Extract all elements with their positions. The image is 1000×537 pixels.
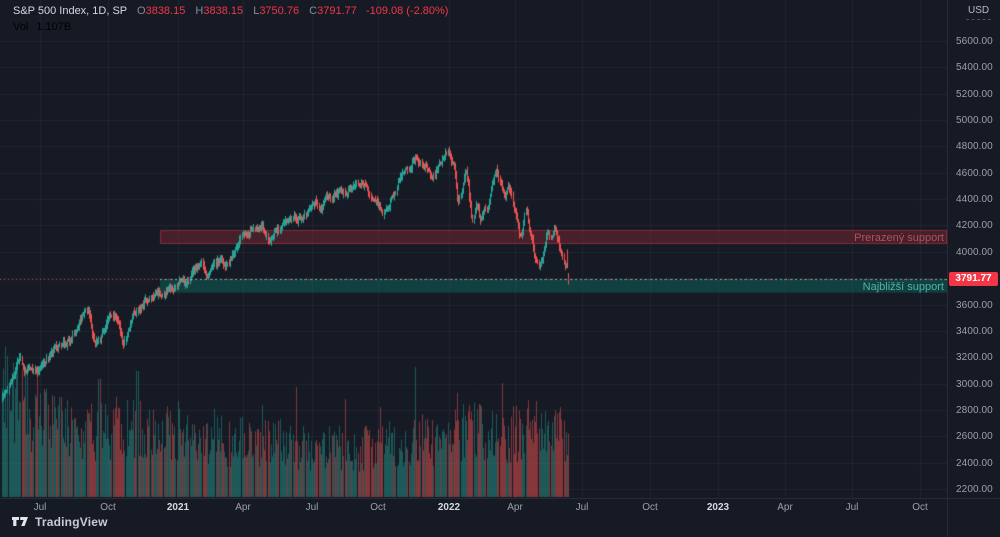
price-axis-label: 5200.00 <box>956 88 993 100</box>
price-axis-label: 4000.00 <box>956 246 993 258</box>
open-label: O <box>137 5 146 17</box>
time-axis-label: Apr <box>507 502 523 513</box>
time-axis-label: Jul <box>845 502 859 513</box>
zone-label-nearest-support[interactable]: Najbližší support <box>862 281 944 294</box>
price-axis-label: 2600.00 <box>956 431 993 443</box>
price-axis-label: 4400.00 <box>956 194 993 206</box>
close-label: C <box>309 5 318 17</box>
volume-legend[interactable]: Vol 1.107B <box>13 21 71 33</box>
zone-label-broken-support[interactable]: Prerazený support <box>854 232 944 244</box>
price-axis-label: 5600.00 <box>956 36 993 47</box>
volume-value: 1.107B <box>36 21 72 33</box>
symbol-legend[interactable]: S&P 500 Index, 1D, SP O3838.15 H3838.15 … <box>13 5 448 17</box>
time-axis-label: Oct <box>642 502 658 513</box>
time-axis-label: 2021 <box>166 502 190 513</box>
time-axis-label: Jul <box>575 502 589 513</box>
time-axis-label: Oct <box>912 502 928 513</box>
time-axis-label: Apr <box>777 502 793 513</box>
tradingview-logo-icon <box>12 517 28 526</box>
price-axis-label: 2200.00 <box>956 484 993 495</box>
time-axis-label: Oct <box>370 502 386 513</box>
price-axis[interactable]: USD 3791.77 5600.00 5400.00 5200.00 5000.00… <box>948 0 1000 498</box>
time-axis-separator <box>0 498 1000 499</box>
tradingview-logo-text: TradingView <box>35 514 108 529</box>
high-value: 3838.15 <box>203 5 244 17</box>
time-axis-label: Apr <box>235 502 251 513</box>
high-label: H <box>195 5 204 17</box>
price-axis-separator <box>947 0 948 537</box>
price-axis-label: 3200.00 <box>956 352 993 364</box>
change-value: -109.08 (-2.80%) <box>365 5 449 17</box>
time-axis-label: 2022 <box>437 502 461 513</box>
tradingview-logo[interactable]: TradingView <box>12 514 108 529</box>
price-axis-label: 5000.00 <box>956 115 993 127</box>
price-axis-label: 4200.00 <box>956 220 993 232</box>
time-axis-label: Jul <box>33 502 47 513</box>
time-axis-label: 2023 <box>706 502 730 513</box>
low-label: L <box>253 5 260 17</box>
time-axis-label: Jul <box>305 502 319 513</box>
price-axis-label: 4800.00 <box>956 141 993 153</box>
price-axis-label: 5400.00 <box>956 62 993 74</box>
currency-label[interactable]: USD <box>966 5 992 20</box>
price-axis-label: 3000.00 <box>956 378 993 390</box>
symbol-title[interactable]: S&P 500 Index, 1D, SP <box>13 5 127 17</box>
close-value: 3791.77 <box>317 5 357 17</box>
price-axis-label: 2800.00 <box>956 404 993 416</box>
time-axis-label: Oct <box>100 502 116 513</box>
volume-label: Vol <box>13 21 29 33</box>
open-value: 3838.15 <box>145 5 186 17</box>
price-axis-label: 3400.00 <box>956 325 993 337</box>
time-axis[interactable]: Jul Oct 2021 Apr Jul Oct 2022 Apr Jul Oct 2023 Apr J… <box>0 499 947 519</box>
price-axis-label: 2400.00 <box>956 457 993 469</box>
price-axis-label: 3600.00 <box>956 299 993 311</box>
price-chart-canvas[interactable] <box>0 0 947 498</box>
last-price-tag: 3791.77 <box>949 272 998 287</box>
price-axis-label: 4600.00 <box>956 167 993 179</box>
low-value: 3750.76 <box>259 5 300 17</box>
